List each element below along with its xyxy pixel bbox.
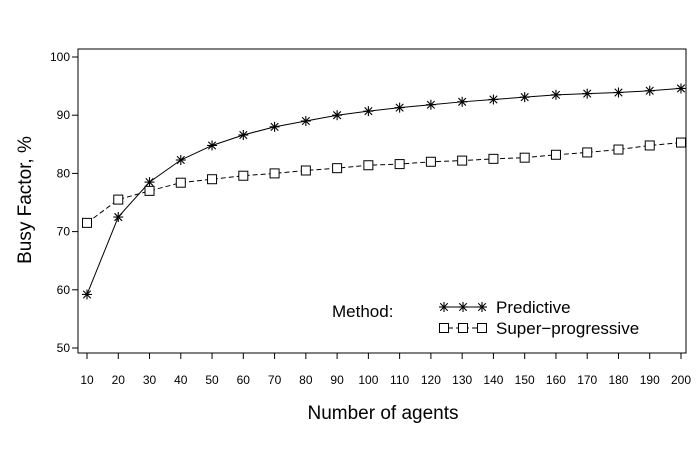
series-predictive [82,83,686,300]
y-tick-label: 70 [57,225,71,239]
x-tick-label: 160 [546,373,566,387]
data-point [457,96,468,107]
y-tick-label: 90 [57,108,71,122]
data-point [613,144,624,155]
series-line [86,142,682,224]
y-tick-label: 60 [57,283,71,297]
data-point [82,289,92,300]
data-point [269,121,280,132]
legend: Method: Predictive Super−progressive [332,298,639,338]
data-point [488,153,499,164]
legend-items: Predictive Super−progressive [439,298,639,338]
data-point [300,165,311,176]
series-super-progressive [82,137,686,228]
data-point [644,85,655,96]
data-point [394,102,405,113]
plot-frame [77,48,687,354]
data-point [207,140,218,151]
x-tick-label: 120 [421,373,441,387]
legend-marker [477,323,487,333]
data-point [519,92,530,103]
legend-label: Predictive [496,298,571,317]
x-tick-label: 40 [174,373,188,387]
legend-marker [458,323,468,333]
series-line [86,87,682,295]
data-point [82,217,92,228]
x-tick-label: 150 [515,373,535,387]
data-point [238,129,249,140]
data-point [582,147,593,158]
legend-marker [439,302,449,312]
x-tick-label: 20 [112,373,126,387]
data-point [425,156,436,167]
data-point [113,194,124,205]
data-point [175,177,186,188]
data-point [550,149,561,160]
data-point [488,94,499,105]
data-point [676,137,686,148]
x-tick-label: 50 [205,373,219,387]
x-tick-label: 130 [452,373,472,387]
x-tick-label: 190 [640,373,660,387]
x-tick-label: 90 [330,373,344,387]
x-axis-ticks: 10 20 30 40 50 60 70 80 90 100 110 120 130 140 150 160 1… [80,353,691,387]
series-layer [82,83,686,300]
legend-label: Super−progressive [496,319,639,338]
x-tick-label: 30 [143,373,157,387]
data-point [144,185,155,196]
data-point [613,87,624,98]
y-tick-label: 50 [57,341,71,355]
x-tick-label: 70 [268,373,282,387]
x-tick-label: 110 [390,373,409,387]
x-tick-label: 170 [577,373,597,387]
data-point [457,155,468,166]
legend-marker [477,302,487,312]
data-point [582,88,593,99]
y-axis-title: Busy Factor, % [15,136,36,264]
data-point [676,83,686,94]
data-point [363,160,374,171]
data-point [269,168,280,179]
x-tick-label: 140 [483,373,503,387]
x-tick-label: 180 [608,373,628,387]
data-point [363,106,374,117]
legend-marker [458,302,468,312]
data-point [113,212,124,223]
x-tick-label: 100 [358,373,378,387]
legend-item: Super−progressive [439,319,639,338]
data-point [644,140,655,151]
data-point [175,155,186,166]
x-axis-title: Number of agents [307,403,458,424]
y-axis-ticks: 50 60 70 80 90 100 [50,50,78,355]
legend-title: Method: [332,302,393,321]
x-tick-label: 80 [299,373,313,387]
data-point [332,163,343,174]
data-point [238,170,249,181]
data-point [425,99,436,110]
y-tick-label: 80 [57,166,71,180]
data-point [550,89,561,100]
x-tick-label: 60 [237,373,251,387]
data-point [144,177,155,188]
x-tick-label: 200 [671,373,691,387]
data-point [332,110,343,121]
data-point [207,174,218,185]
data-point [394,159,405,170]
data-point [300,116,311,127]
y-tick-label: 100 [50,50,70,64]
data-point [519,152,530,163]
x-tick-label: 10 [80,373,94,387]
legend-item: Predictive [439,298,571,317]
legend-marker [439,323,449,333]
